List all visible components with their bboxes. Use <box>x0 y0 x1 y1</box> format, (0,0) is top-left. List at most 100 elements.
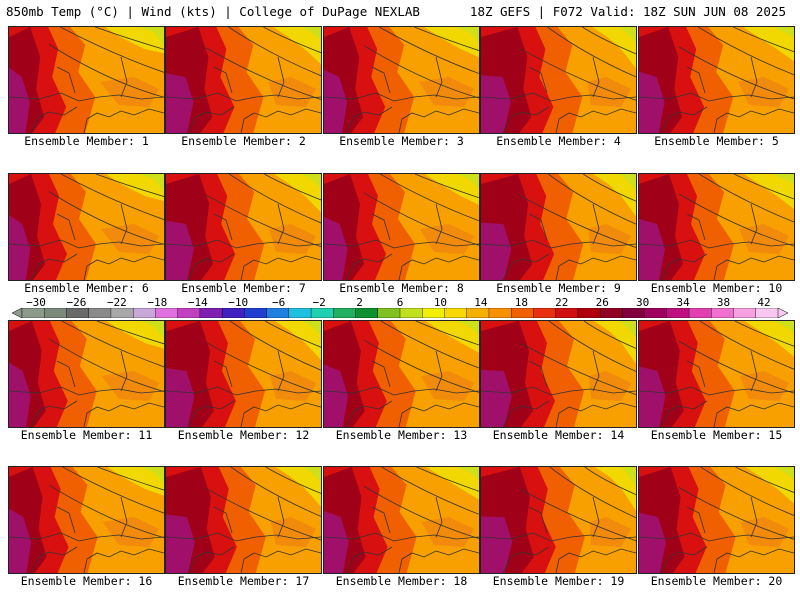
height-contour <box>414 174 479 199</box>
height-contour <box>380 321 479 369</box>
temp-band-green <box>774 467 794 479</box>
temp-band-patch <box>739 224 789 254</box>
state-border <box>277 203 285 245</box>
temp-band-yellow <box>273 27 321 65</box>
state-border <box>750 350 758 392</box>
height-contour <box>700 467 794 516</box>
coastline <box>502 400 550 427</box>
border-line <box>166 239 321 249</box>
colorbar-tick-label: −10 <box>228 296 249 309</box>
ensemble-panel-7 <box>165 173 322 281</box>
temp-band-yellow <box>744 321 794 357</box>
colorbar-tick-label: 42 <box>757 296 771 309</box>
state-border <box>686 213 706 241</box>
height-contour <box>229 321 321 371</box>
temperature-map <box>9 27 164 133</box>
temp-band-magenta <box>639 366 666 427</box>
ensemble-panel-6 <box>8 173 165 281</box>
colorbar-tick-label: −6 <box>272 296 286 309</box>
coastline <box>345 546 393 573</box>
border-line <box>9 239 164 249</box>
panel-label: Ensemble Member: 6 <box>24 281 149 295</box>
ensemble-panel-10 <box>638 173 795 281</box>
coastline <box>713 548 794 573</box>
colorbar-swatch <box>711 308 735 318</box>
state-border <box>213 506 233 534</box>
ensemble-panel-2 <box>165 26 322 134</box>
state-border <box>277 496 285 538</box>
temp-band-magenta <box>481 516 513 573</box>
temp-band-magenta <box>9 67 30 133</box>
temp-band-magenta <box>639 512 666 573</box>
temperature-map <box>324 174 479 280</box>
border-line <box>324 239 479 249</box>
height-contour <box>61 321 164 368</box>
height-contour <box>582 27 636 55</box>
panel-label: Ensemble Member: 1 <box>24 134 149 148</box>
height-contour <box>414 27 479 51</box>
height-contour <box>381 467 479 515</box>
colorbar-min-arrow <box>12 308 23 318</box>
coastline <box>555 255 636 280</box>
coastline <box>345 400 393 427</box>
panel-label: Ensemble Member: 9 <box>496 281 621 295</box>
ensemble-panel-9 <box>480 173 637 281</box>
colorbar-tick-label: −26 <box>66 296 87 309</box>
colorbar-swatch <box>488 308 512 318</box>
coastline <box>187 106 235 133</box>
coastline <box>240 255 321 280</box>
temperature-map <box>481 174 636 280</box>
colorbar-swatch <box>88 308 112 318</box>
border-line <box>166 386 321 396</box>
ensemble-panel-4 <box>480 26 637 134</box>
colorbar-swatch <box>733 308 757 318</box>
state-border <box>750 203 758 245</box>
panel-label: Ensemble Member: 19 <box>492 574 625 588</box>
height-contour <box>733 27 794 53</box>
state-border <box>435 56 443 98</box>
temperature-map <box>9 467 164 573</box>
colorbar-tick-label: 22 <box>555 296 569 309</box>
temp-band-yellow <box>593 174 636 217</box>
border-line <box>166 532 321 542</box>
coastline <box>187 253 235 280</box>
colorbar-swatch <box>422 308 445 318</box>
map-header-title: 850mb Temp (°C) | Wind (kts) | College o… <box>6 4 420 19</box>
height-contour <box>228 27 321 77</box>
colorbar-swatch <box>221 308 245 318</box>
ensemble-panel-12 <box>165 320 322 428</box>
temperature-map <box>481 467 636 573</box>
panel-label: Ensemble Member: 8 <box>339 281 464 295</box>
temp-band-patch <box>420 371 474 401</box>
height-contour <box>678 193 794 247</box>
coastline <box>555 108 636 133</box>
coastline <box>555 548 636 573</box>
temp-band-green <box>456 27 479 42</box>
temperature-map <box>639 467 794 573</box>
temp-band-magenta <box>639 219 665 280</box>
colorbar-swatch <box>266 308 290 318</box>
height-contour <box>96 321 164 345</box>
temp-band-green <box>302 27 321 40</box>
colorbar-swatch <box>510 308 534 318</box>
height-contour <box>230 467 321 517</box>
ensemble-panel-17 <box>165 466 322 574</box>
border-line <box>639 386 794 396</box>
height-contour <box>699 321 794 370</box>
colorbar-tick-labels: −30 −26 −22 −18 −14 −10 −6 −2 2 6 10 14 18 22 26 30 34 38… <box>0 296 800 309</box>
coastline <box>660 400 708 427</box>
state-border <box>120 496 128 538</box>
coastline <box>713 108 794 133</box>
colorbar-swatch <box>66 308 90 318</box>
ensemble-panel-3 <box>323 26 480 134</box>
temp-band-magenta <box>166 220 194 280</box>
temp-band-yellow <box>424 27 479 58</box>
height-contour <box>584 467 636 496</box>
state-border <box>371 506 391 534</box>
colorbar-swatch <box>622 308 646 318</box>
ensemble-panel-20 <box>638 466 795 574</box>
height-contour <box>205 341 321 395</box>
temp-band-patch <box>101 371 159 401</box>
colorbar-swatch <box>355 308 379 318</box>
state-border <box>592 56 600 98</box>
